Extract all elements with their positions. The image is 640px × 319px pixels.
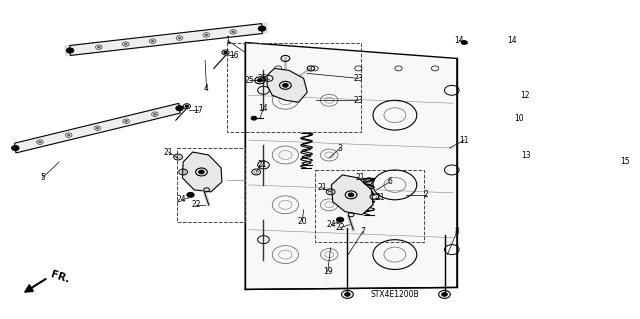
Circle shape: [67, 48, 74, 53]
Text: 21: 21: [355, 174, 365, 182]
Circle shape: [96, 127, 99, 129]
Text: 3: 3: [338, 144, 342, 152]
Circle shape: [154, 113, 156, 115]
Circle shape: [461, 41, 467, 44]
Circle shape: [176, 106, 183, 111]
Text: 19: 19: [323, 267, 333, 276]
Circle shape: [282, 83, 288, 87]
Text: 8: 8: [454, 227, 460, 236]
Circle shape: [67, 134, 70, 136]
Text: 5: 5: [40, 174, 45, 182]
Circle shape: [251, 116, 257, 120]
Text: 24: 24: [177, 195, 186, 204]
Text: 6: 6: [387, 177, 392, 186]
Polygon shape: [245, 42, 457, 289]
Circle shape: [187, 192, 194, 197]
Circle shape: [348, 193, 354, 197]
Circle shape: [257, 78, 262, 82]
Circle shape: [151, 40, 154, 42]
Polygon shape: [267, 68, 307, 102]
Text: 23: 23: [353, 74, 363, 83]
Circle shape: [224, 51, 227, 54]
Text: STX4E1200B: STX4E1200B: [371, 290, 419, 299]
Text: 16: 16: [230, 51, 239, 60]
Text: 25: 25: [257, 74, 267, 83]
Text: 14: 14: [259, 104, 268, 113]
Circle shape: [505, 41, 511, 44]
Text: 22: 22: [335, 223, 345, 232]
Text: 15: 15: [620, 158, 630, 167]
Circle shape: [232, 31, 235, 33]
Text: 10: 10: [514, 114, 524, 123]
Polygon shape: [70, 24, 262, 56]
Text: 22: 22: [191, 200, 201, 209]
Text: 12: 12: [520, 91, 529, 100]
Text: 13: 13: [522, 151, 531, 160]
Text: 21: 21: [257, 160, 267, 169]
Text: 25: 25: [244, 76, 253, 85]
Circle shape: [259, 26, 266, 31]
Text: 4: 4: [204, 84, 209, 93]
Text: 20: 20: [298, 217, 307, 226]
Circle shape: [442, 293, 447, 296]
Circle shape: [124, 43, 127, 45]
Text: 7: 7: [360, 227, 365, 236]
Polygon shape: [332, 175, 373, 215]
Text: 23: 23: [353, 96, 363, 105]
Text: 14: 14: [454, 36, 464, 45]
Circle shape: [38, 141, 42, 143]
Circle shape: [205, 34, 208, 36]
Text: 21: 21: [317, 183, 326, 192]
Circle shape: [344, 293, 350, 296]
Text: FR.: FR.: [50, 270, 71, 285]
Circle shape: [178, 37, 181, 39]
Circle shape: [198, 170, 204, 174]
Circle shape: [488, 151, 494, 155]
Circle shape: [12, 145, 19, 151]
Polygon shape: [182, 152, 222, 192]
Text: 1: 1: [225, 36, 230, 45]
Circle shape: [97, 46, 100, 48]
Text: 24: 24: [326, 220, 336, 229]
Polygon shape: [15, 103, 180, 153]
Text: 21: 21: [376, 193, 385, 202]
Text: 17: 17: [193, 106, 203, 115]
Circle shape: [185, 105, 189, 108]
Circle shape: [337, 217, 344, 222]
Text: 14: 14: [507, 36, 516, 45]
Text: 21: 21: [164, 147, 173, 157]
Circle shape: [125, 120, 127, 122]
Text: 2: 2: [424, 190, 429, 199]
Text: 11: 11: [460, 136, 469, 145]
